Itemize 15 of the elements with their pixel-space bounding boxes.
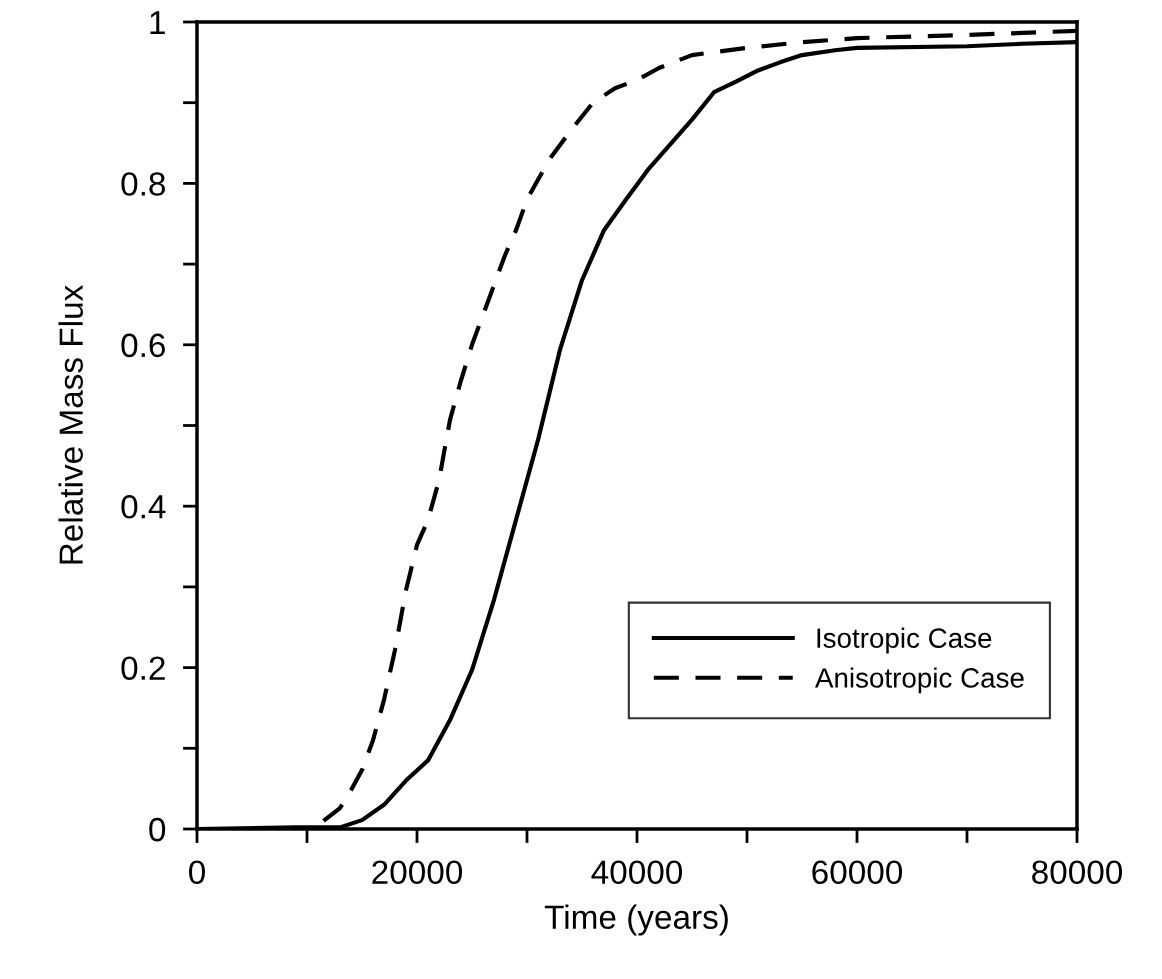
y-tick-label: 0.6: [121, 333, 165, 358]
y-tick-label: 0.4: [121, 495, 166, 519]
legend-label: Isotropic Case: [817, 627, 992, 654]
y-tick-label: 0: [149, 817, 166, 842]
x-tick-label: 60000: [812, 860, 903, 885]
y-tick-label: 0.8: [121, 172, 165, 196]
legend-label: Anisotropic Case: [815, 667, 1024, 694]
x-tick-label: 0: [189, 860, 205, 885]
x-tick-label: 20000: [372, 860, 463, 885]
x-axis-title: Time (years): [544, 904, 728, 936]
y-tick-label: 1: [150, 11, 165, 35]
x-tick-label: 40000: [591, 860, 683, 885]
y-axis-title: Relative Mass Flux: [58, 285, 83, 564]
y-tick-label: 0.2: [121, 656, 165, 681]
x-tick-label: 80000: [1032, 860, 1123, 885]
